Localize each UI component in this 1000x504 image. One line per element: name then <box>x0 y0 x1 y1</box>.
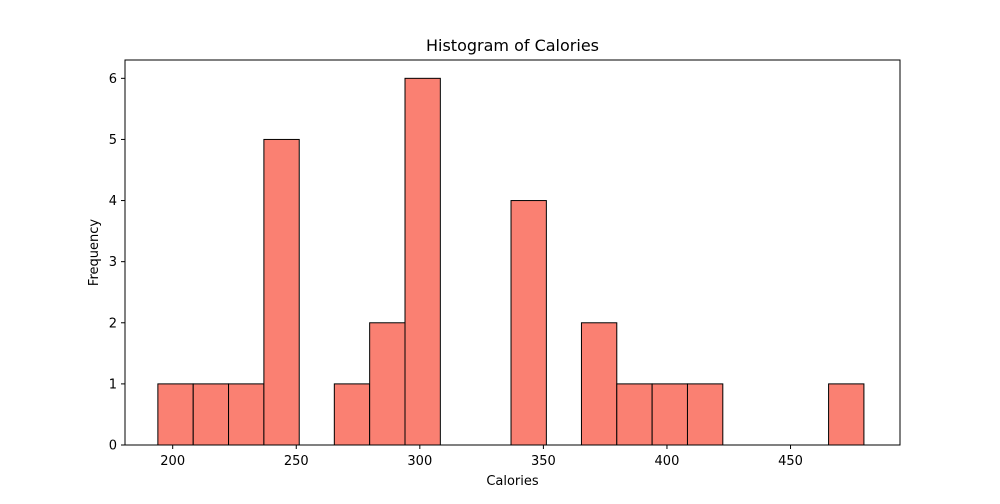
y-tick-label: 3 <box>109 255 117 270</box>
x-axis-label: Calories <box>486 474 539 489</box>
y-tick-label: 6 <box>109 72 117 87</box>
histogram-bar <box>263 138 300 446</box>
x-tick-label: 450 <box>778 454 803 469</box>
histogram-bars <box>157 77 865 446</box>
y-tick-label: 0 <box>109 439 117 454</box>
histogram-bar <box>828 383 865 446</box>
y-tick-label: 4 <box>109 194 117 209</box>
chart-title: Histogram of Calories <box>426 36 599 55</box>
plot-area-frame <box>124 59 901 446</box>
histogram-bar <box>157 383 194 446</box>
histogram-bar <box>616 383 653 446</box>
x-tick-label: 200 <box>160 454 185 469</box>
histogram-bar <box>404 77 441 446</box>
x-tick-label: 300 <box>407 454 432 469</box>
y-axis-label: Frequency <box>87 219 102 286</box>
x-tick-label: 350 <box>531 454 556 469</box>
y-tick-label: 1 <box>109 377 117 392</box>
histogram-bar <box>228 383 265 446</box>
y-tick-label: 2 <box>109 316 117 331</box>
histogram-bar <box>686 383 724 446</box>
histogram-bar <box>580 322 618 446</box>
x-tick-label: 400 <box>655 454 680 469</box>
histogram-bar <box>510 200 547 446</box>
histogram-bar <box>192 383 230 446</box>
histogram-bar <box>369 322 406 446</box>
y-axis-ticks: 0 1 2 3 4 5 6 <box>109 72 125 454</box>
histogram-bar <box>333 383 371 446</box>
x-axis-ticks: 200 250 300 350 400 450 <box>160 445 803 469</box>
y-tick-label: 5 <box>109 133 117 148</box>
x-tick-label: 250 <box>284 454 309 469</box>
histogram-bar <box>651 383 688 446</box>
